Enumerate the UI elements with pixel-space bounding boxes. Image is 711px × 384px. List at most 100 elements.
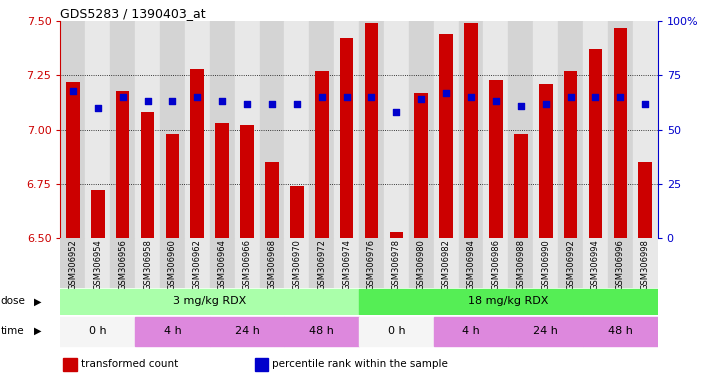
Text: GSM306956: GSM306956	[118, 239, 127, 290]
Bar	[215, 123, 229, 238]
Bar	[91, 190, 105, 238]
Text: 0 h: 0 h	[387, 326, 405, 336]
Bar	[483, 238, 508, 288]
Bar	[160, 238, 185, 288]
Text: GSM306984: GSM306984	[466, 239, 476, 290]
Point	[92, 105, 104, 111]
Text: GSM306976: GSM306976	[367, 239, 376, 290]
Text: 48 h: 48 h	[608, 326, 633, 336]
Bar	[489, 80, 503, 238]
Bar	[558, 238, 583, 288]
Text: GSM306952: GSM306952	[68, 239, 77, 290]
Text: GSM306982: GSM306982	[442, 239, 451, 290]
Point	[241, 101, 253, 107]
Bar	[60, 290, 359, 313]
Point	[266, 101, 277, 107]
Text: GSM306978: GSM306978	[392, 239, 401, 290]
Point	[391, 109, 402, 115]
Text: GSM306994: GSM306994	[591, 239, 600, 290]
Bar	[63, 358, 77, 371]
Bar	[135, 21, 160, 238]
Bar	[85, 238, 110, 288]
Bar	[210, 21, 235, 238]
Text: 18 mg/kg RDX: 18 mg/kg RDX	[468, 296, 549, 306]
Bar	[116, 91, 129, 238]
Text: 24 h: 24 h	[533, 326, 558, 336]
Text: transformed count: transformed count	[81, 359, 178, 369]
Bar	[141, 112, 154, 238]
Bar	[191, 69, 204, 238]
Bar	[439, 34, 453, 238]
Bar	[359, 316, 434, 346]
Bar	[564, 71, 577, 238]
Bar	[359, 290, 658, 313]
Bar	[359, 238, 384, 288]
Bar	[384, 21, 409, 238]
Bar	[434, 238, 459, 288]
Bar	[284, 316, 359, 346]
Bar	[135, 316, 210, 346]
Bar	[235, 238, 260, 288]
Point	[440, 89, 452, 96]
Point	[589, 94, 601, 100]
Bar	[340, 38, 353, 238]
Bar	[290, 186, 304, 238]
Bar	[60, 238, 85, 288]
Bar	[390, 232, 403, 238]
Bar	[464, 23, 478, 238]
Bar	[260, 21, 284, 238]
Bar	[160, 21, 185, 238]
Point	[316, 94, 327, 100]
Bar	[60, 21, 85, 238]
Bar	[284, 238, 309, 288]
Bar	[235, 21, 260, 238]
Bar	[633, 238, 658, 288]
Text: GSM306962: GSM306962	[193, 239, 202, 290]
Bar	[583, 21, 608, 238]
Bar	[434, 21, 459, 238]
Bar	[309, 21, 334, 238]
Bar	[260, 238, 284, 288]
Bar	[60, 316, 135, 346]
Bar	[359, 21, 384, 238]
Bar	[409, 21, 434, 238]
Bar	[284, 21, 309, 238]
Bar	[334, 238, 359, 288]
Point	[639, 101, 651, 107]
Text: 4 h: 4 h	[462, 326, 480, 336]
Text: GSM306990: GSM306990	[541, 239, 550, 290]
Text: time: time	[1, 326, 24, 336]
Text: ▶: ▶	[34, 296, 42, 306]
Bar	[434, 316, 508, 346]
Point	[465, 94, 476, 100]
Point	[515, 103, 526, 109]
Text: GSM306960: GSM306960	[168, 239, 177, 290]
Text: GSM306964: GSM306964	[218, 239, 227, 290]
Bar	[66, 82, 80, 238]
Point	[490, 98, 501, 104]
Text: 3 mg/kg RDX: 3 mg/kg RDX	[173, 296, 247, 306]
Bar	[633, 21, 658, 238]
Bar	[110, 238, 135, 288]
Point	[292, 101, 303, 107]
Bar	[459, 21, 483, 238]
Bar	[309, 238, 334, 288]
Bar	[508, 316, 583, 346]
Bar	[409, 238, 434, 288]
Point	[540, 101, 551, 107]
Text: GSM306986: GSM306986	[491, 239, 501, 290]
Bar	[85, 21, 110, 238]
Text: percentile rank within the sample: percentile rank within the sample	[272, 359, 448, 369]
Text: ▶: ▶	[34, 326, 42, 336]
Text: GDS5283 / 1390403_at: GDS5283 / 1390403_at	[60, 7, 206, 20]
Text: GSM306998: GSM306998	[641, 239, 650, 290]
Bar	[459, 238, 483, 288]
Bar	[583, 238, 608, 288]
Bar	[185, 21, 210, 238]
Point	[415, 96, 427, 102]
Bar	[638, 162, 652, 238]
Text: GSM306980: GSM306980	[417, 239, 426, 290]
Bar	[185, 238, 210, 288]
Bar	[558, 21, 583, 238]
Bar	[210, 238, 235, 288]
